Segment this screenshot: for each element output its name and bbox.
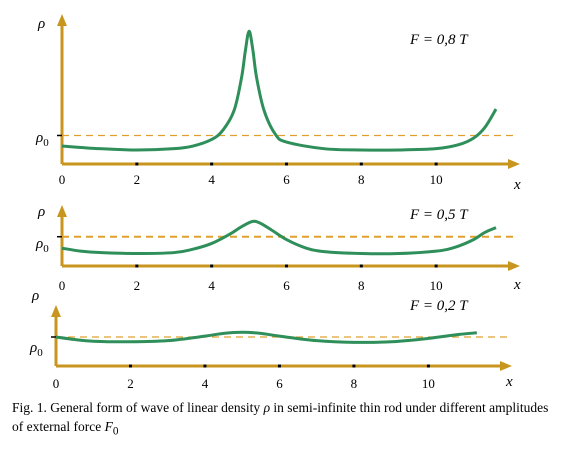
x-tick-label: 4 [202,376,209,391]
x-tick-mark [434,162,438,166]
x-tick-label: 0 [59,278,66,293]
y-axis-arrow [57,14,67,26]
x-tick-label: 2 [134,278,141,293]
panel-2: 0 2 4 6 8 10 x ρ ρ0 F = 0,5 T [35,204,521,293]
x-tick-mark [210,264,214,268]
caption-prefix: Fig. 1. General form of wave of linear d… [12,400,261,415]
panel-3: 0 2 4 6 8 10 x ρ ρ0 F = 0,2 T [29,288,513,391]
x-tick-label: 8 [358,172,365,187]
x-tick-mark [359,264,363,268]
x-axis-arrow [508,261,520,271]
x-tick-mark [128,364,132,368]
y-axis-arrow [57,205,67,217]
x-tick-mark [135,162,139,166]
x-axis-label: x [513,177,521,193]
force-label: F = 0,2 T [409,298,469,314]
x-tick-label: 8 [358,278,365,293]
x-tick-mark [135,264,139,268]
caption-force-subscript: 0 [112,425,119,438]
x-axis-label: x [513,277,521,293]
x-tick-mark [426,364,430,368]
y-axis-arrow [51,305,61,317]
force-label: F = 0,8 T [409,32,469,48]
y-axis-label: ρ [37,16,45,32]
y-axis-label: ρ [37,204,45,220]
x-tick-mark [284,162,288,166]
figure-caption: Fig. 1. General form of wave of linear d… [12,398,560,442]
x-tick-label: 6 [283,172,290,187]
x-tick-label: 0 [59,172,66,187]
reference-label: ρ0 [35,236,49,255]
x-tick-mark [434,264,438,268]
x-tick-mark [359,162,363,166]
density-curve [55,330,477,344]
caption-middle: in semi-infinite thin rod under differen… [12,400,549,434]
x-tick-label: 2 [134,172,141,187]
caption-rho-symbol: ρ [263,400,271,415]
x-tick-label: 2 [127,376,134,391]
caption-force-symbol: F [104,419,113,434]
reference-label: ρ0 [35,130,49,149]
x-tick-mark [210,162,214,166]
force-label: F = 0,5 T [409,207,469,223]
x-tick-label: 0 [53,376,60,391]
x-tick-label: 6 [276,376,283,391]
x-tick-label: 10 [430,172,443,187]
density-curve [61,219,497,256]
x-tick-label: 6 [283,278,290,293]
reference-label: ρ0 [29,340,43,359]
x-tick-mark [203,364,207,368]
x-tick-mark [352,364,356,368]
x-tick-label: 10 [430,278,443,293]
x-tick-label: 4 [208,278,215,293]
x-tick-mark [284,264,288,268]
x-tick-label: 4 [208,172,215,187]
x-tick-label: 8 [351,376,358,391]
y-axis-label: ρ [31,288,39,304]
x-axis-arrow [508,159,520,169]
x-tick-mark [277,364,281,368]
x-tick-label: 10 [422,376,435,391]
density-curve [61,29,498,152]
panel-1: 0 2 4 6 8 10 x ρ ρ0 F = 0,8 T [35,14,521,193]
x-axis-arrow [500,361,512,371]
x-axis-label: x [505,374,513,390]
